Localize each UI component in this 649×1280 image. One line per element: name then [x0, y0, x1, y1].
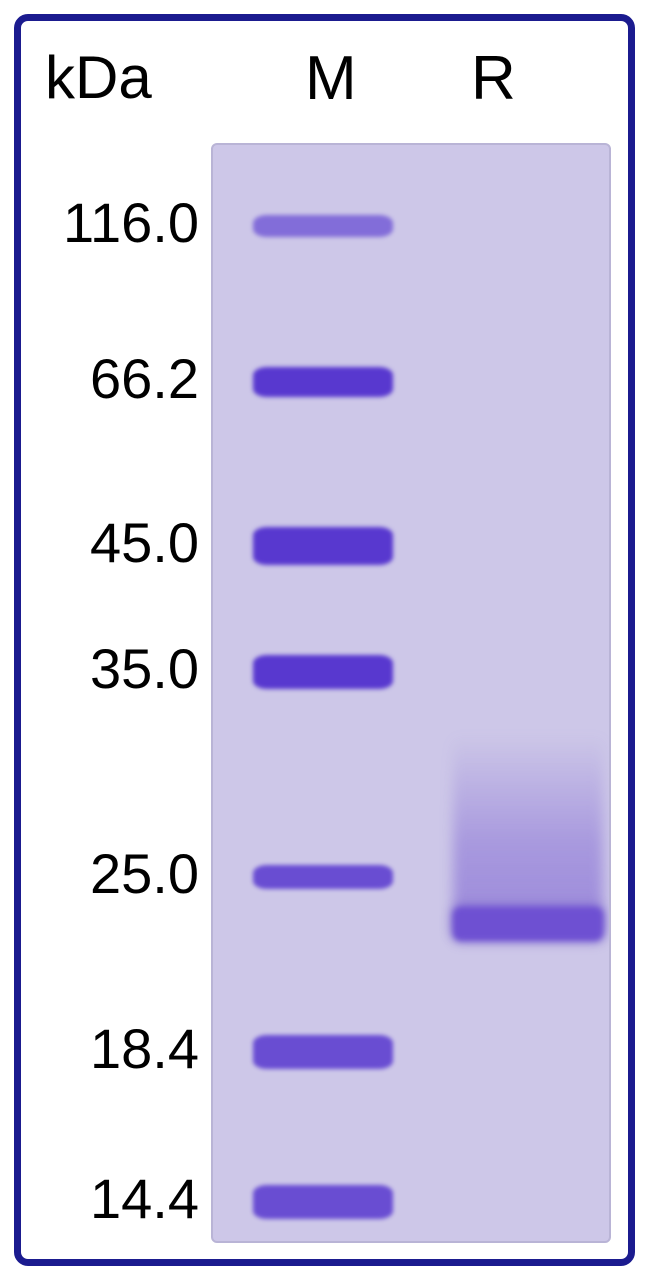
header-kda: kDa — [45, 43, 152, 112]
marker-label: 116.0 — [29, 190, 199, 255]
marker-label: 66.2 — [29, 346, 199, 411]
marker-band — [253, 215, 393, 237]
marker-band — [253, 367, 393, 397]
marker-label: 35.0 — [29, 636, 199, 701]
marker-band — [253, 1035, 393, 1069]
marker-label: 45.0 — [29, 510, 199, 575]
header-row: kDa M R — [21, 29, 628, 139]
marker-band — [253, 1185, 393, 1219]
sample-smear — [453, 735, 603, 935]
header-sample-lane: R — [471, 43, 516, 114]
sample-band — [453, 907, 603, 941]
marker-band — [253, 527, 393, 565]
marker-label: 18.4 — [29, 1016, 199, 1081]
gel-image — [211, 143, 611, 1243]
marker-band — [253, 655, 393, 689]
header-marker-lane: M — [305, 43, 357, 114]
marker-label: 25.0 — [29, 841, 199, 906]
marker-label: 14.4 — [29, 1166, 199, 1231]
gel-frame: kDa M R 116.0 66.2 45.0 35.0 25.0 18.4 14.4 — [14, 14, 635, 1266]
marker-band — [253, 865, 393, 889]
